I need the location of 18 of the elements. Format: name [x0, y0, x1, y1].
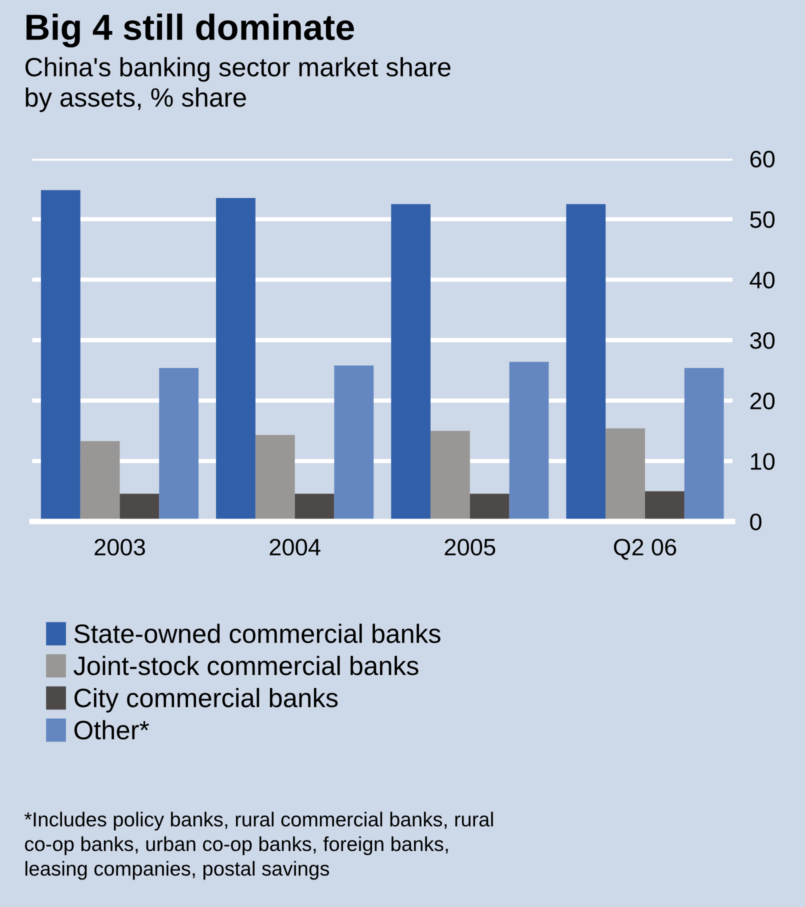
y-tick-label: 0 [750, 514, 762, 530]
legend-label: Other* [74, 720, 150, 740]
legend-label: State-owned commercial banks [74, 624, 440, 644]
y-tick-label: 60 [750, 150, 775, 168]
y-tick-label: 50 [750, 211, 775, 228]
x-tick-label: 2004 [270, 538, 320, 556]
y-tick-label: 30 [750, 332, 775, 349]
text: *Includes policy banks, rural commercial banks, rural co-op banks, urban co-op banks, foreign banks, leasing companies, postal savings [24, 812, 493, 880]
legend-label: City commercial banks [74, 688, 338, 713]
y-tick-label: 10 [751, 453, 775, 470]
x-tick-label: Q2 06 [614, 538, 676, 560]
y-tick-label: 40 [750, 272, 775, 288]
chart-title: Big 4 still dominate [26, 14, 354, 48]
chart-subtitle: China's banking sector market share by assets, % share [25, 57, 450, 112]
x-tick-label: 2003 [94, 538, 145, 556]
y-tick-label: 20 [750, 392, 775, 410]
legend-label: Joint-stock commercial banks [74, 656, 418, 676]
x-tick-label: 2005 [444, 538, 496, 556]
